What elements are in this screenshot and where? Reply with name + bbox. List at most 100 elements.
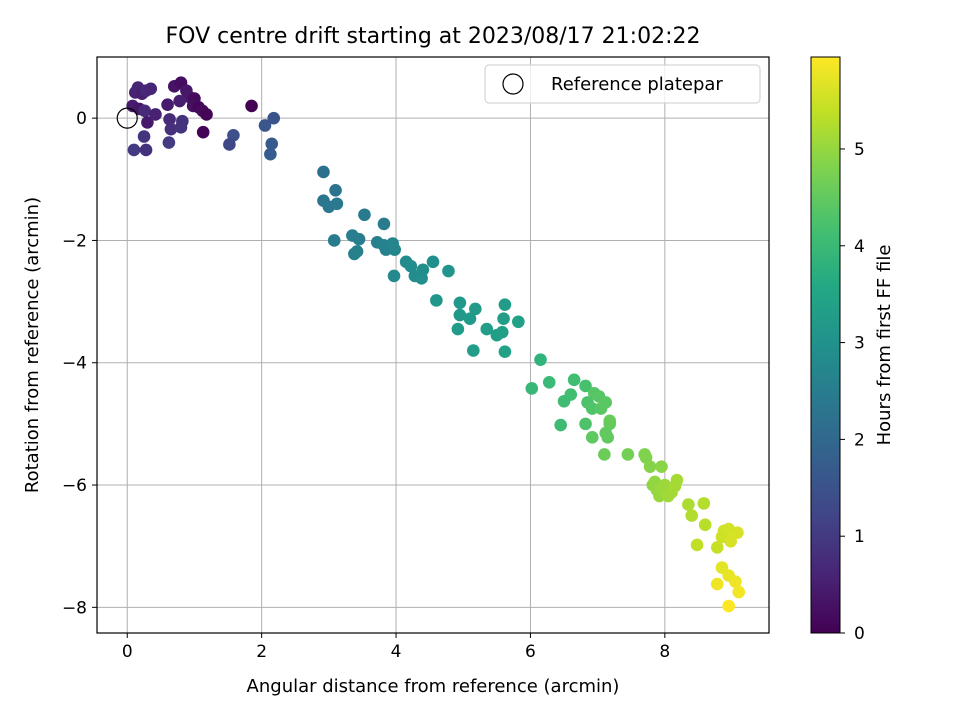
scatter-point — [258, 119, 272, 132]
scatter-point — [196, 125, 210, 139]
scatter-point — [162, 136, 176, 149]
plot-frame — [96, 56, 770, 634]
scatter-point — [200, 108, 213, 121]
scatter-point — [732, 585, 746, 599]
y-tick-label: −2 — [62, 231, 87, 251]
colorbar-ticks: 0 1 2 3 4 5 — [840, 140, 865, 644]
scatter-point — [729, 575, 742, 588]
scatter-point — [245, 99, 258, 113]
scatter-point — [264, 147, 277, 161]
scatter-point — [643, 460, 657, 473]
scatter-point — [682, 498, 695, 511]
scatter-point — [387, 269, 401, 283]
scatter-point — [542, 375, 556, 389]
scatter-point — [139, 143, 153, 157]
scatter-point — [317, 165, 330, 179]
scatter-point — [534, 353, 547, 366]
scatter-point — [451, 322, 465, 336]
scatter-point — [329, 183, 342, 197]
x-axis-label: Angular distance from reference (arcmin) — [247, 676, 620, 697]
scatter-point — [350, 245, 364, 258]
scatter-point — [141, 116, 154, 129]
reference-platepar-marker — [116, 107, 138, 129]
scatter-point — [598, 448, 611, 461]
scatter-point — [498, 345, 512, 359]
scatter-point — [698, 518, 712, 532]
colorbar — [810, 56, 841, 634]
scatter-point — [724, 534, 737, 548]
legend-box — [484, 64, 761, 104]
scatter-point — [469, 302, 482, 316]
scatter-point — [174, 121, 188, 134]
scatter-point — [685, 509, 699, 522]
legend: Reference platepar — [484, 64, 761, 104]
scatter-point — [655, 460, 668, 473]
x-tick-label: 0 — [122, 642, 133, 662]
scatter-point — [467, 344, 480, 357]
scatter-point — [161, 98, 174, 111]
scatter-point — [388, 243, 401, 256]
scatter-point — [512, 315, 525, 329]
scatter-point — [463, 312, 477, 326]
scatter-point — [710, 577, 724, 591]
colorbar-tick-label: 1 — [854, 527, 865, 547]
scatter-point — [223, 138, 236, 151]
scatter-point — [330, 197, 344, 211]
legend-reference-marker — [502, 73, 524, 95]
scatter-point — [149, 108, 162, 121]
scatter-point — [267, 111, 281, 125]
x-tick-label: 4 — [391, 642, 402, 662]
scatter-point — [265, 137, 279, 151]
scatter-point — [495, 325, 509, 339]
scatter-point — [497, 312, 510, 326]
grid-lines — [97, 57, 769, 633]
scatter-point — [416, 263, 430, 277]
scatter-point — [173, 94, 186, 108]
scatter-point — [601, 431, 615, 444]
colorbar-tick-label: 4 — [854, 237, 865, 257]
scatter-point — [164, 122, 178, 136]
scatter-point — [585, 402, 599, 415]
y-tick-label: −8 — [62, 598, 87, 618]
colorbar-label: Hours from first FF file — [874, 245, 895, 446]
scatter-point — [352, 232, 366, 246]
scatter-point — [599, 396, 613, 409]
scatter-points — [126, 76, 746, 613]
scatter-point — [327, 234, 341, 247]
scatter-point — [603, 414, 617, 428]
colorbar-tick-label: 5 — [854, 140, 865, 160]
scatter-point — [525, 382, 539, 395]
scatter-point — [404, 259, 418, 273]
scatter-point — [358, 208, 371, 222]
scatter-point — [137, 130, 151, 143]
scatter-point — [697, 497, 711, 510]
scatter-point — [430, 294, 443, 307]
colorbar-tick-label: 0 — [854, 624, 865, 644]
colorbar-tick-label: 2 — [854, 430, 865, 450]
scatter-point — [127, 143, 141, 157]
scatter-point — [567, 373, 581, 387]
scatter-point — [579, 379, 592, 393]
x-tick-label: 8 — [659, 642, 670, 662]
x-tick-label: 2 — [256, 642, 267, 662]
scatter-point — [585, 431, 599, 444]
scatter-point — [163, 113, 176, 126]
scatter-point — [579, 417, 592, 431]
scatter-point — [426, 255, 440, 269]
y-axis-label: Rotation from reference (arcmin) — [22, 197, 43, 493]
x-axis-ticks: 0 2 4 6 8 — [122, 633, 670, 662]
scatter-point — [564, 388, 578, 401]
reference-marker-group — [116, 107, 138, 129]
scatter-point — [377, 217, 391, 231]
y-tick-label: −4 — [62, 354, 87, 374]
scatter-point — [453, 308, 467, 322]
chart-title: FOV centre drift starting at 2023/08/17 … — [166, 24, 701, 49]
colorbar-tick-label: 3 — [854, 334, 865, 354]
scatter-point — [668, 479, 682, 493]
scatter-point — [498, 298, 512, 311]
y-tick-label: −6 — [62, 476, 87, 496]
y-tick-label: 0 — [76, 109, 87, 129]
scatter-point — [480, 322, 494, 336]
